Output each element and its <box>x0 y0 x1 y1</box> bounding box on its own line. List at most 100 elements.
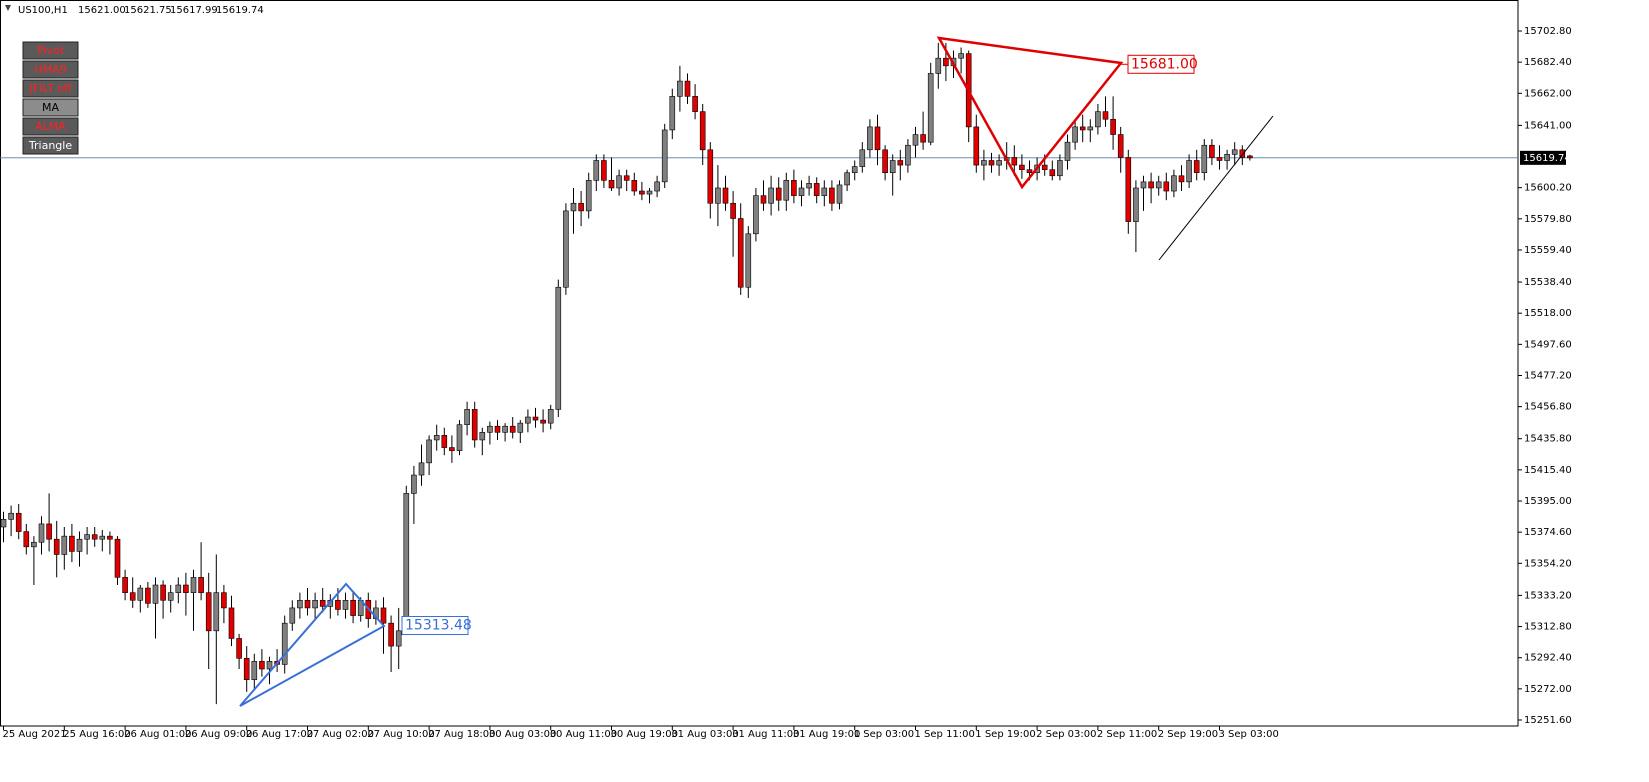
candle-body <box>517 422 524 433</box>
x-tick-label: 27 Aug 18:00 <box>428 729 495 740</box>
candle-body <box>23 531 30 548</box>
price-label-box <box>1520 150 1566 165</box>
candle-body <box>129 592 136 601</box>
x-tick-label: 2 Sep 03:00 <box>1036 729 1096 740</box>
candle-body <box>175 584 182 593</box>
candle-body <box>0 519 7 528</box>
annotation-label: 15313.48 <box>405 618 472 634</box>
x-tick-label: 26 Aug 01:00 <box>124 729 191 740</box>
candle-body <box>1057 160 1063 177</box>
drawings <box>239 36 1274 707</box>
y-tick-label: 15538.40 <box>1524 277 1572 288</box>
candle-body <box>836 184 843 204</box>
toggle-button[interactable]: Triangle <box>22 136 79 155</box>
y-tick-label: 15518.00 <box>1524 308 1572 319</box>
toggle-button[interactable]: Pivot <box>22 41 79 60</box>
candle-body <box>692 96 698 112</box>
candle-body <box>99 535 106 540</box>
candle-body <box>646 190 653 195</box>
candle-body <box>661 129 668 183</box>
candle-body <box>943 57 949 67</box>
candle-body <box>251 661 258 680</box>
candle-body <box>722 187 729 204</box>
candle-body <box>266 661 273 670</box>
candle-body <box>281 622 288 665</box>
button-label: MA <box>42 101 59 114</box>
candle-body <box>160 584 166 601</box>
x-tick-label: 27 Aug 02:00 <box>307 729 374 740</box>
candle-body <box>1079 126 1086 131</box>
candle-body <box>1148 181 1154 189</box>
candle-body <box>183 584 189 593</box>
symbol: US100,H1 <box>18 5 68 16</box>
candle-body <box>213 592 220 632</box>
candle-body <box>8 512 14 520</box>
candle-body <box>798 187 805 196</box>
candle-body <box>312 599 318 609</box>
x-tick-label: 30 Aug 11:00 <box>550 729 617 740</box>
candle-body <box>715 187 721 204</box>
candle-body <box>699 111 706 151</box>
candle-body <box>107 535 113 540</box>
candle-body <box>601 160 607 181</box>
x-tick-label: 3 Sep 03:00 <box>1219 729 1279 740</box>
toggle-button[interactable]: MA <box>22 98 79 117</box>
candle-body <box>791 180 797 196</box>
candle-body <box>631 180 638 192</box>
candle-body <box>198 577 204 593</box>
y-tick-label: 15435.80 <box>1524 434 1572 445</box>
candle-body <box>844 172 850 186</box>
candle-body <box>76 538 83 552</box>
candle-body <box>137 587 144 601</box>
annotation-box <box>401 616 469 636</box>
toggle-button[interactable]: JFILT off <box>22 79 79 98</box>
collapse-icon[interactable] <box>5 5 11 11</box>
candle-body <box>31 541 37 548</box>
red-triangle <box>936 36 1124 190</box>
toggle-button[interactable]: HMA9 <box>22 60 79 79</box>
blue-triangle <box>239 582 386 707</box>
candle-body <box>1117 134 1124 158</box>
candle-body <box>509 425 516 433</box>
candle-body <box>411 474 417 494</box>
y-tick-label: 15415.40 <box>1524 465 1572 476</box>
y-tick-label: 15559.40 <box>1524 245 1572 256</box>
candle-body <box>84 534 90 540</box>
candle-body <box>821 187 828 196</box>
candle-body <box>1186 160 1192 183</box>
x-tick-label: 26 Aug 09:00 <box>185 729 252 740</box>
candle-body <box>487 425 493 433</box>
x-tick-label: 25 Aug 16:00 <box>63 729 130 740</box>
candle-body <box>395 630 402 647</box>
candle-body <box>502 425 508 433</box>
candle-body <box>190 577 197 593</box>
candle-body <box>829 187 835 204</box>
x-tick-label: 1 Sep 03:00 <box>854 729 914 740</box>
candle-body <box>114 538 121 578</box>
x-tick-label: 2 Sep 11:00 <box>1097 729 1157 740</box>
x-tick-label: 25 Aug 2021 <box>3 729 67 740</box>
candle-body <box>905 144 911 166</box>
candle-body <box>525 416 531 424</box>
candle-body <box>122 577 128 593</box>
y-tick-label: 15333.20 <box>1524 590 1572 601</box>
candle-body <box>167 592 174 601</box>
candle-body <box>236 638 242 659</box>
x-tick-label: 30 Aug 03:00 <box>489 729 556 740</box>
candle-body <box>1163 181 1170 192</box>
candle-body <box>593 160 600 181</box>
candle-body <box>973 126 980 166</box>
candle-body <box>532 416 539 421</box>
candle-body <box>859 149 866 167</box>
toggle-button[interactable]: ALMA <box>22 117 79 136</box>
candle-body <box>1171 175 1177 192</box>
close-price: 15619.74 <box>216 5 264 16</box>
open-price: 15621.00 <box>78 5 126 16</box>
candle-body <box>259 661 265 670</box>
y-tick-label: 15477.20 <box>1524 370 1572 381</box>
candle-body <box>882 149 888 174</box>
x-tick-label: 27 Aug 10:00 <box>367 729 434 740</box>
candle-body <box>753 195 759 235</box>
candle-body <box>15 512 22 532</box>
